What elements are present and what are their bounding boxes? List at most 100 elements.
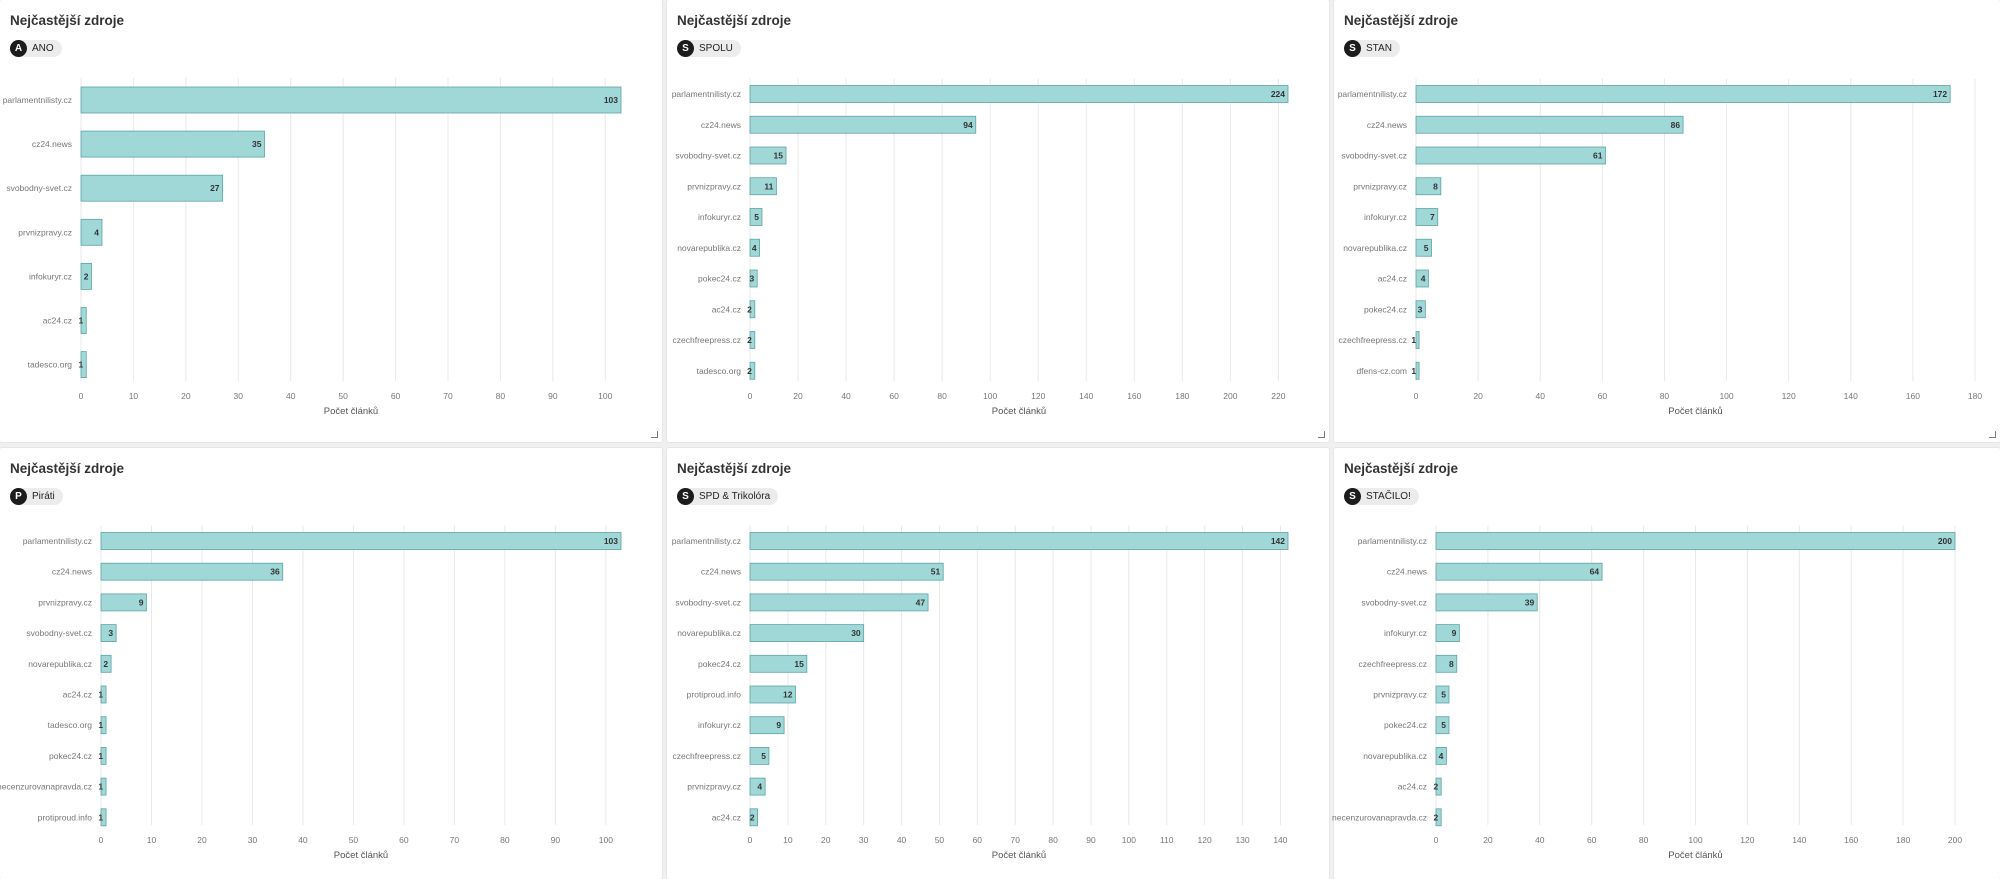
category-label: prvnizpravy.cz (18, 227, 72, 237)
x-tick-label: 0 (1434, 835, 1439, 845)
x-tick-label: 60 (391, 391, 401, 401)
bar (749, 777, 766, 796)
data-label: 27 (210, 183, 220, 193)
category-label: novarepublika.cz (28, 659, 92, 669)
category-label: pokec24.cz (1384, 720, 1427, 730)
party-avatar-icon: S (1344, 40, 1361, 57)
card-title: Nejčastější zdroje (677, 13, 792, 28)
category-label: infokuryr.cz (698, 212, 741, 222)
party-badge[interactable]: S SPD & Trikolóra (677, 488, 779, 505)
category-label: pokec24.cz (698, 659, 741, 669)
category-label: ac24.cz (1398, 782, 1427, 792)
data-label: 8 (1433, 181, 1438, 191)
x-tick-label: 80 (937, 391, 947, 401)
bar (749, 624, 865, 643)
resize-handle-icon[interactable] (1318, 431, 1325, 438)
bar (749, 716, 785, 735)
category-label: ac24.cz (712, 304, 741, 314)
party-badge[interactable]: A ANO (10, 40, 62, 57)
category-label: czechfreepress.cz (1359, 659, 1428, 669)
x-axis-label: Počet článků (1668, 850, 1722, 861)
data-label: 2 (747, 304, 752, 314)
bar (80, 174, 223, 202)
party-avatar-icon: A (10, 40, 27, 57)
x-tick-label: 20 (181, 391, 191, 401)
card-title: Nejčastější zdroje (677, 461, 792, 476)
data-label: 47 (916, 597, 926, 607)
category-label: ac24.cz (43, 316, 72, 326)
data-label: 1 (98, 720, 103, 730)
x-tick-label: 20 (821, 835, 831, 845)
x-tick-label: 100 (983, 391, 997, 401)
category-label: dfens-cz.com (1356, 366, 1407, 376)
party-avatar-icon: S (677, 40, 694, 57)
x-tick-label: 100 (1719, 391, 1733, 401)
bar (1415, 269, 1429, 288)
x-tick-label: 120 (1198, 835, 1212, 845)
x-tick-label: 90 (1086, 835, 1096, 845)
x-tick-label: 80 (1048, 835, 1058, 845)
party-badge[interactable]: S STAN (1344, 40, 1400, 57)
chart-card-pirati: Nejčastější zdroje P Piráti 0 10 20 30 40 50 6… (0, 448, 662, 879)
x-tick-label: 80 (496, 391, 506, 401)
party-badge[interactable]: S SPOLU (677, 40, 741, 57)
party-badge[interactable]: S STAČILO! (1344, 488, 1419, 505)
x-tick-label: 100 (1122, 835, 1136, 845)
x-tick-label: 40 (1535, 835, 1545, 845)
data-label: 5 (761, 751, 766, 761)
category-label: prvnizpravy.cz (38, 597, 92, 607)
x-tick-label: 40 (841, 391, 851, 401)
party-name: SPOLU (699, 43, 733, 54)
x-tick-label: 50 (338, 391, 348, 401)
data-label: 4 (94, 227, 99, 237)
data-label: 1 (79, 316, 84, 326)
data-label: 1 (79, 360, 84, 370)
party-badge[interactable]: P Piráti (10, 488, 63, 505)
x-tick-label: 90 (551, 835, 561, 845)
data-label: 2 (1433, 812, 1438, 822)
category-label: necenzurovanapravda.cz (0, 782, 92, 792)
x-tick-label: 0 (99, 835, 104, 845)
bar (1415, 208, 1439, 226)
data-label: 2 (84, 271, 89, 281)
category-label: parlamentnilisty.cz (3, 95, 72, 105)
bar (1415, 331, 1420, 349)
data-label: 51 (931, 567, 941, 577)
x-tick-label: 60 (1587, 835, 1597, 845)
data-label: 35 (252, 139, 262, 149)
category-label: czechfreepress.cz (1339, 335, 1408, 345)
party-name: SPD & Trikolóra (699, 491, 771, 502)
data-label: 9 (139, 597, 144, 607)
data-label: 5 (1441, 720, 1446, 730)
bar (1435, 562, 1603, 581)
category-label: ac24.cz (63, 690, 92, 700)
category-label: svobodny-svet.cz (675, 597, 741, 607)
resize-handle-icon[interactable] (651, 431, 658, 438)
bar (1415, 85, 1951, 103)
data-label: 5 (1424, 243, 1429, 253)
bar-chart: 0 20 40 60 80 100 120 140 160 180 200 220 parlamentn… (672, 78, 1289, 417)
x-tick-label: 160 (1906, 391, 1920, 401)
x-tick-label: 90 (548, 391, 558, 401)
x-tick-label: 140 (1844, 391, 1858, 401)
x-tick-label: 10 (129, 391, 139, 401)
data-label: 2 (103, 659, 108, 669)
resize-handle-icon[interactable] (1989, 431, 1996, 438)
bar-chart: 0 10 20 30 40 50 60 70 80 90 100 parlamentnilisty.c… (3, 77, 622, 417)
party-name: Piráti (32, 491, 55, 502)
x-tick-label: 40 (1535, 391, 1545, 401)
category-label: ac24.cz (1378, 274, 1407, 284)
category-label: pokec24.cz (698, 274, 741, 284)
data-label: 172 (1933, 89, 1947, 99)
bar (1435, 716, 1450, 735)
bar (1415, 361, 1420, 380)
bar (1415, 177, 1442, 196)
x-axis-label: Počet článků (1668, 406, 1722, 417)
category-label: infokuryr.cz (698, 720, 741, 730)
chart-card-spd-trikolora: Nejčastější zdroje S SPD & Trikolóra 0 10… (667, 448, 1329, 879)
bar (1435, 777, 1442, 796)
party-name: ANO (32, 43, 54, 54)
bar (80, 218, 103, 246)
bar (749, 532, 1289, 550)
bar (80, 262, 92, 290)
